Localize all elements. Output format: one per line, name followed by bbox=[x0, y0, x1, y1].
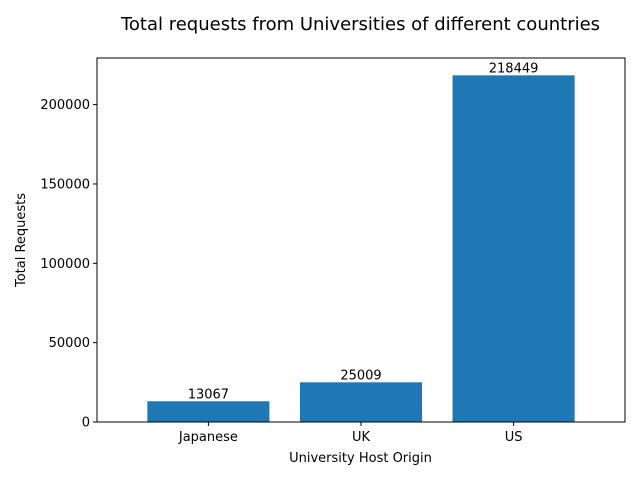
x-tick-label-us: US bbox=[505, 430, 523, 445]
chart-title: Total requests from Universities of diff… bbox=[120, 14, 600, 35]
bar-data-label-uk: 25009 bbox=[340, 368, 381, 383]
x-tick-label-japanese: Japanese bbox=[178, 430, 238, 445]
bar-us bbox=[452, 75, 575, 423]
y-axis-ticks: 0 50000 100000 150000 200000 bbox=[40, 98, 97, 431]
y-tick-label-200000: 200000 bbox=[40, 98, 90, 113]
y-tick-label-0: 0 bbox=[82, 416, 90, 431]
bar-japanese bbox=[147, 401, 270, 422]
bar-data-label-us: 218449 bbox=[489, 61, 539, 76]
x-axis-ticks: Japanese UK US bbox=[178, 422, 523, 445]
bars-group bbox=[147, 75, 575, 423]
y-tick-label-150000: 150000 bbox=[40, 177, 90, 192]
bar-uk bbox=[299, 382, 423, 422]
x-axis-label: University Host Origin bbox=[289, 451, 432, 466]
bar-data-label-japanese: 13067 bbox=[188, 387, 229, 402]
x-tick-label-uk: UK bbox=[352, 430, 371, 445]
y-tick-label-50000: 50000 bbox=[49, 336, 90, 351]
plot-frame bbox=[96, 57, 626, 423]
y-axis-label: Total Requests bbox=[14, 193, 29, 288]
bar-labels-group: 13067 25009 218449 bbox=[188, 61, 539, 402]
y-tick-label-100000: 100000 bbox=[40, 257, 90, 272]
